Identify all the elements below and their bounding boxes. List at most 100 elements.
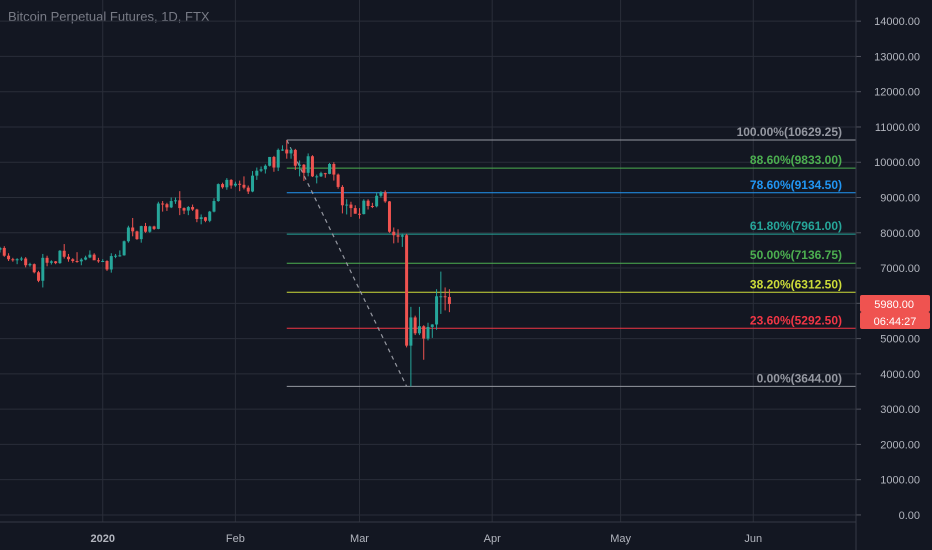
candle-body [2, 247, 6, 256]
y-tick-label: 12000.00 [874, 87, 920, 99]
candle-body [439, 296, 443, 298]
y-tick-label: 10000.00 [874, 157, 920, 169]
x-tick-label: 2020 [90, 533, 114, 545]
candle-body [92, 254, 96, 261]
candle-body [161, 203, 165, 205]
last-price-badge [860, 295, 930, 313]
candle-body [387, 201, 391, 232]
candle-body [152, 226, 156, 229]
candle-body [165, 204, 169, 208]
candle-body [109, 256, 113, 270]
candle-body [353, 208, 357, 214]
candle-body [340, 186, 344, 206]
last-price-label: 5980.00 [874, 299, 914, 311]
candle-body [131, 227, 135, 232]
candle-body [315, 176, 319, 178]
candle-body [430, 324, 434, 327]
candle-body [54, 261, 58, 264]
candle-body [413, 317, 417, 334]
candle-body [242, 184, 246, 188]
candle-body [251, 175, 255, 192]
candle-body [84, 257, 88, 260]
candle-body [229, 179, 233, 186]
candle-body [203, 217, 207, 221]
candle-body [114, 255, 118, 257]
candle-body [88, 254, 92, 258]
candle-body [195, 209, 199, 220]
candle-body [7, 255, 11, 260]
candle-body [383, 192, 387, 202]
candle-body [238, 183, 242, 185]
candle-body [332, 164, 336, 175]
fib-retracement[interactable]: 100.00%(10629.25) 88.60%(9833.00) 78.60%(9… [286, 125, 856, 387]
x-tick-label: Feb [226, 533, 245, 545]
candle-body [319, 173, 323, 177]
candle-body [349, 204, 353, 209]
y-tick-label: 0.00 [899, 510, 920, 522]
candle-body [409, 317, 413, 346]
candle-body [135, 231, 139, 240]
candle-body [280, 149, 284, 151]
candle-body [45, 257, 49, 263]
chart-title: Bitcoin Perpetual Futures, 1D, FTX [8, 9, 210, 24]
candle-body [199, 217, 203, 220]
candle-body [49, 261, 53, 263]
candle-body [272, 156, 276, 168]
y-tick-label: 11000.00 [875, 122, 920, 134]
fib-level-label: 50.00%(7136.75) [750, 248, 842, 262]
candle-body [263, 165, 267, 170]
candle-body [379, 192, 383, 196]
candle-body [362, 200, 366, 215]
candle-body [101, 261, 105, 262]
fib-level-label: 23.60%(5292.50) [750, 313, 842, 327]
candle-body [443, 296, 447, 298]
fib-level-label: 0.00%(3644.00) [757, 371, 842, 385]
candle-body [233, 183, 237, 186]
candle-body [285, 149, 289, 154]
candle-body [396, 235, 400, 237]
candle-body [15, 259, 19, 261]
candle-body [24, 258, 28, 266]
x-tick-label: Jun [744, 533, 762, 545]
candle-body [306, 156, 310, 173]
candle-body [417, 326, 421, 334]
fib-trend-line [286, 139, 408, 387]
candle-body [139, 226, 143, 240]
candle-body [289, 149, 293, 154]
candle-body [173, 200, 177, 202]
candle-body [246, 187, 250, 192]
candle-body [71, 259, 75, 261]
y-tick-label: 5000.00 [880, 334, 920, 346]
candle-body [11, 259, 15, 261]
candle-body [328, 164, 332, 174]
y-tick-label: 13000.00 [874, 51, 920, 63]
candle-body [447, 296, 451, 305]
candle-body [405, 235, 409, 346]
y-tick-label: 7000.00 [880, 263, 920, 275]
candle-body [126, 227, 130, 242]
candle-body [310, 156, 314, 177]
x-tick-label: Mar [350, 533, 369, 545]
candle-body [323, 173, 327, 175]
candle-body [148, 226, 152, 232]
countdown-label: 06:44:27 [874, 316, 917, 328]
candle-body [392, 231, 396, 236]
countdown-badge [860, 312, 930, 330]
candle-body [259, 169, 263, 171]
y-tick-label: 8000.00 [880, 228, 920, 240]
candle-body [255, 170, 259, 176]
candle-body [156, 203, 160, 229]
candle-body [186, 207, 190, 211]
candle-body [358, 213, 362, 215]
candle-body [276, 149, 280, 168]
y-tick-label: 3000.00 [880, 404, 920, 416]
candle-body [216, 184, 220, 202]
fib-level-label: 61.80%(7961.00) [750, 219, 842, 233]
candle-body [182, 208, 186, 211]
candle-body [32, 264, 36, 273]
y-tick-label: 4000.00 [880, 369, 920, 381]
candle-body [79, 259, 83, 262]
candle-body [221, 184, 225, 188]
